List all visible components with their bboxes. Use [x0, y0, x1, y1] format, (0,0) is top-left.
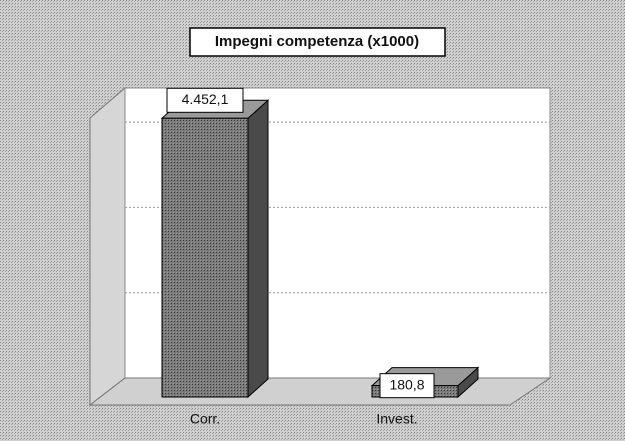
value-label-box [379, 373, 435, 399]
value-label: 4.452,1 [182, 91, 229, 107]
chart-title: Impegni competenza (x1000) [215, 33, 419, 50]
side-wall [89, 86, 126, 407]
x-tick-label: Corr. [190, 411, 220, 427]
bar-side [247, 99, 269, 399]
floor [88, 377, 552, 406]
title-box [189, 27, 446, 57]
value-label: 180,8 [389, 376, 424, 392]
bar [161, 117, 249, 398]
x-tick-label: Invest. [376, 411, 417, 427]
value-label-box [166, 87, 244, 113]
